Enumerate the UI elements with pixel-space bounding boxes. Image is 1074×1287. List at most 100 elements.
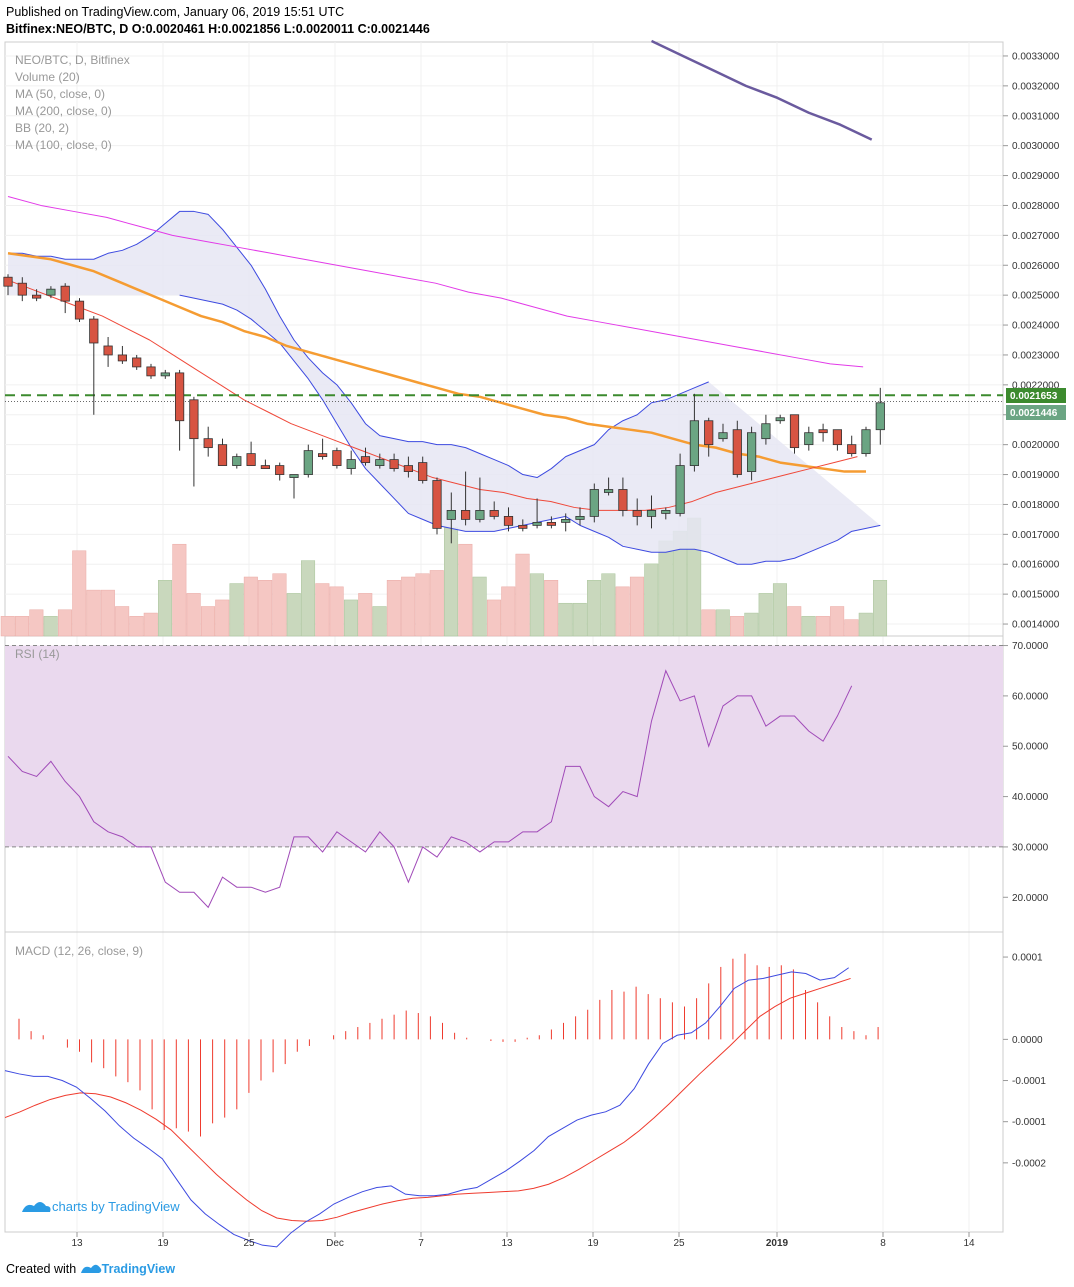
candle-down <box>503 516 514 526</box>
rsi-tick-label: 30.0000 <box>1012 842 1049 853</box>
published-note: Published on TradingView.com, January 06… <box>6 5 345 19</box>
candle-up <box>561 518 571 523</box>
legend: NEO/BTC, D, Bitfinex Volume (20) MA (50,… <box>15 53 143 958</box>
time-tick-label: 25 <box>243 1238 255 1249</box>
price-tick-label: 0.0029000 <box>1012 171 1060 182</box>
candle-down <box>74 300 85 320</box>
volume-bar <box>415 573 430 637</box>
quote-line: Bitfinex:NEO/BTC, D O:0.0020461 H:0.0021… <box>6 22 430 36</box>
volume-bar <box>644 563 659 637</box>
candle-down <box>632 510 642 517</box>
last-price-text: 0.0021446 <box>1010 408 1058 419</box>
price-tick-label: 0.0020000 <box>1012 440 1060 451</box>
candle-up <box>575 516 585 520</box>
candle-up <box>775 417 785 422</box>
volume-bar <box>243 576 258 637</box>
candle-down <box>546 521 557 526</box>
volume-bar <box>629 576 644 637</box>
rsi-tick-label: 40.0000 <box>1012 792 1049 803</box>
volume-bar <box>730 616 745 637</box>
candle-up <box>532 521 542 526</box>
volume-bar <box>572 602 587 637</box>
price-tick-label: 0.0014000 <box>1012 620 1060 631</box>
volume-bar <box>172 543 187 637</box>
volume-bar <box>329 586 344 637</box>
candle-down <box>189 399 199 440</box>
macd-tick-label: 0.0001 <box>1012 953 1043 964</box>
price-tick-label: 0.0024000 <box>1012 321 1060 332</box>
volume-bar <box>873 580 888 637</box>
time-tick-label: 2019 <box>766 1238 789 1249</box>
candle-up <box>661 510 671 514</box>
candle-up <box>761 423 771 440</box>
volume-bar <box>858 612 873 637</box>
price-pane <box>0 39 1003 637</box>
chart-border <box>4 41 1004 1233</box>
alert-price-text: 0.0021653 <box>1010 391 1058 402</box>
legend-bb: BB (20, 2) <box>15 121 69 135</box>
candle-up <box>375 459 385 466</box>
volume-bar <box>100 589 115 637</box>
volume-bar <box>444 527 459 637</box>
candle-down <box>847 444 857 455</box>
volume-bar <box>272 573 287 637</box>
ma-top-line <box>650 39 873 141</box>
volume-bar <box>744 612 759 637</box>
watermark: charts by TradingView <box>22 1199 180 1214</box>
candle-down <box>103 345 113 356</box>
candle-down <box>460 510 471 520</box>
macd-tick-label: 0.0000 <box>1012 1035 1043 1046</box>
candle-up <box>303 450 313 475</box>
candle-down <box>732 429 742 475</box>
candle-down <box>117 354 127 362</box>
volume-bar <box>258 580 273 637</box>
ma50-line <box>7 252 866 473</box>
rsi-tick-label: 70.0000 <box>1012 641 1049 652</box>
volume-bar <box>429 570 444 637</box>
time-tick-label: 19 <box>587 1238 599 1249</box>
candle-down <box>146 366 156 377</box>
footer-brand[interactable]: TradingView <box>101 1262 176 1276</box>
time-tick-label: 8 <box>880 1238 886 1249</box>
legend-macd: MACD (12, 26, close, 9) <box>15 944 143 958</box>
time-tick-label: 7 <box>418 1238 424 1249</box>
price-tick-label: 0.0028000 <box>1012 201 1060 212</box>
candle-up <box>875 402 885 431</box>
candle-down <box>832 429 843 446</box>
volume-bar <box>315 583 330 637</box>
candle-up <box>46 288 56 296</box>
volume-bar <box>115 606 130 637</box>
price-tick-label: 0.0023000 <box>1012 350 1060 361</box>
candle-down <box>3 276 13 287</box>
bb-upper-line <box>8 210 709 479</box>
volume-bar <box>43 616 58 637</box>
volume-bar <box>501 586 516 637</box>
candle-down <box>432 480 442 529</box>
macd-tick-label: -0.0001 <box>1012 1076 1046 1087</box>
legend-ma50: MA (50, close, 0) <box>15 87 105 101</box>
rsi-tick-label: 20.0000 <box>1012 893 1049 904</box>
macd-signal-line <box>4 977 851 1222</box>
price-tick-label: 0.0027000 <box>1012 231 1060 242</box>
candle-up <box>646 510 657 517</box>
watermark-text: charts by TradingView <box>52 1199 180 1214</box>
candle-up <box>232 456 242 466</box>
volume-bar <box>343 599 358 637</box>
volume-bar <box>286 593 301 637</box>
time-tick-label: Dec <box>326 1238 344 1249</box>
candle-up <box>475 510 485 520</box>
time-tick-label: 14 <box>963 1238 975 1249</box>
rsi-tick-label: 50.0000 <box>1012 742 1049 753</box>
price-tick-label: 0.0025000 <box>1012 291 1060 302</box>
rsi-pane <box>5 645 1003 909</box>
volume-bar <box>229 583 244 637</box>
volume-bar <box>529 573 544 637</box>
candle-down <box>260 465 271 469</box>
volume-bar <box>758 593 773 637</box>
volume-bar <box>458 543 473 637</box>
candle-up <box>289 474 299 478</box>
volume-bar <box>587 580 602 637</box>
candle-down <box>89 318 99 344</box>
macd-tick-label: -0.0001 <box>1012 1117 1046 1128</box>
volume-bar <box>29 609 44 637</box>
